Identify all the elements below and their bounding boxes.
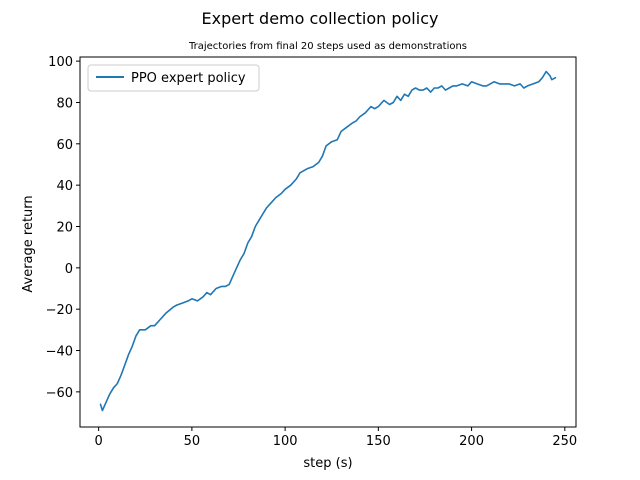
plot-area	[80, 57, 576, 427]
y-tick-label: 60	[56, 138, 73, 153]
x-axis-label: step (s)	[303, 456, 352, 471]
series-line-0	[99, 70, 557, 412]
y-tick-label: 100	[48, 55, 73, 70]
chart-subtitle: Trajectories from final 20 steps used as…	[188, 41, 467, 52]
legend: PPO expert policy	[87, 64, 260, 92]
x-tick-label: 0	[95, 434, 103, 449]
x-axis-ticks: 0 50 100 150 200 250	[95, 427, 577, 449]
chart-title: Expert demo collection policy	[202, 9, 439, 28]
legend-box	[87, 64, 260, 92]
x-tick-label: 150	[366, 434, 391, 449]
x-tick-label: 100	[273, 434, 298, 449]
y-axis-label: Average return	[21, 195, 36, 292]
x-tick-label: 200	[459, 434, 484, 449]
y-tick-label: 0	[65, 262, 73, 277]
y-tick-label: 40	[56, 179, 73, 194]
y-tick-label: −60	[46, 386, 73, 401]
x-tick-label: 50	[184, 434, 201, 449]
y-tick-label: 20	[56, 220, 73, 235]
legend-label: PPO expert policy	[131, 71, 246, 86]
series-layer	[99, 70, 557, 412]
y-tick-label: −40	[46, 345, 73, 360]
y-tick-label: 80	[56, 96, 73, 111]
y-tick-label: −20	[46, 303, 73, 318]
plot-frame	[79, 56, 577, 428]
x-tick-label: 250	[552, 434, 577, 449]
y-axis-ticks: −60 −40 −20 0 20 40 60 80 100	[46, 55, 80, 401]
